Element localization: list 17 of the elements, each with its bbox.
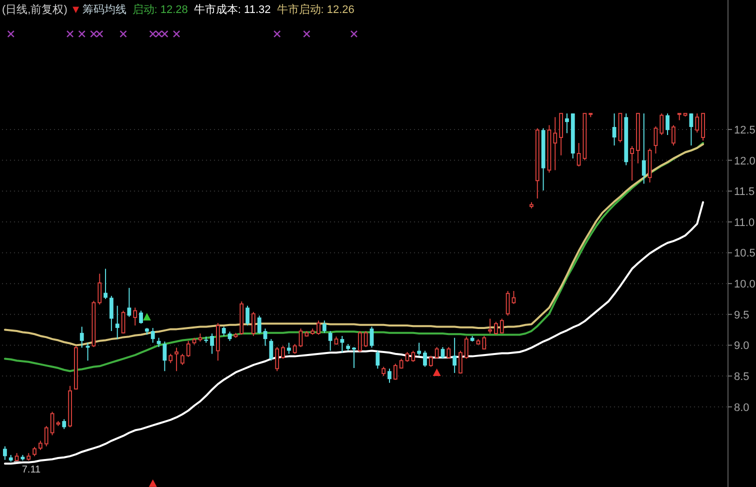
annotation: ▼ [70,4,82,16]
ytick-label: 10.5 [734,248,756,260]
series-name: 启动: 12.28 [132,4,188,16]
ytick-label: 8.0 [734,402,750,414]
ytick-label: 8.5 [734,371,750,384]
ytick-label: 9.0 [734,340,750,352]
subtitle: 筹码均线 [82,4,126,16]
series-name: 牛市启动: 12.26 [276,4,354,16]
ytick-label: 12.0 [734,155,756,168]
series-name: 牛市成本: 11.32 [194,4,271,16]
ytick-label: 10.0 [734,278,756,291]
ytick-label: 11.0 [734,216,755,229]
ytick-label: 12.5 [734,124,756,136]
annotation: 7.11 [22,464,41,476]
ytick-label: 9.5 [734,309,750,322]
title: (日线,前复权) [2,4,68,16]
ytick-label: 11.5 [734,186,755,198]
